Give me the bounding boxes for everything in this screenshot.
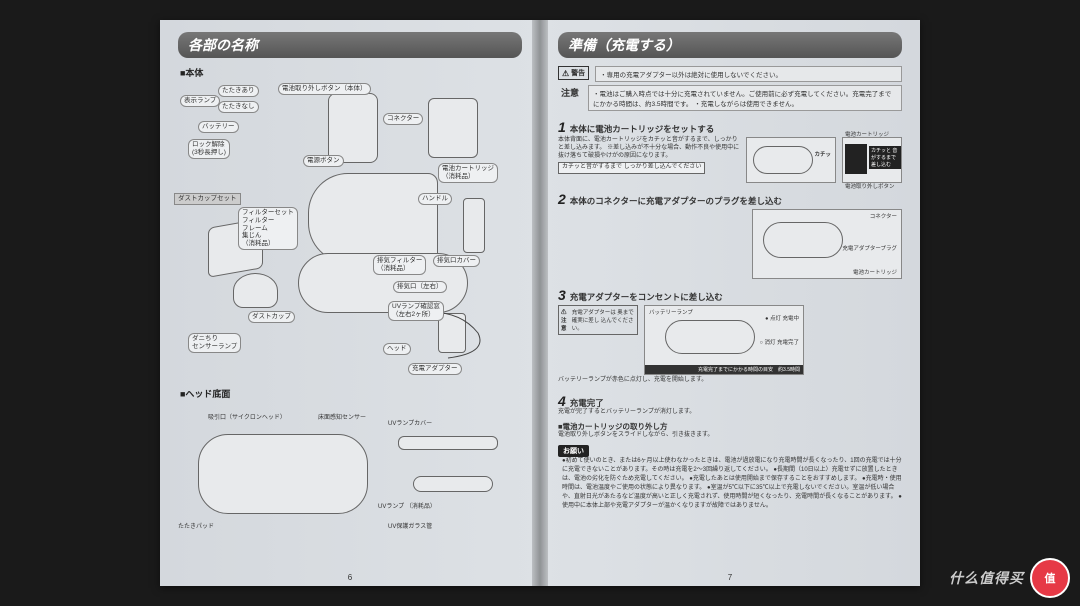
step3-caution-box: ⚠注意 充電アダプターは 奥まで確実に差し 込んでください。 bbox=[558, 305, 638, 335]
co-tataki-ari: たたきあり bbox=[218, 85, 259, 97]
right-page-num: 7 bbox=[728, 573, 732, 582]
co-dust-set: ダストカップセット bbox=[174, 193, 241, 205]
step1-title: 本体に電池カートリッジをセットする bbox=[570, 123, 715, 135]
co-connector: コネクター bbox=[383, 113, 423, 125]
manual-booklet: 各部の名称 ■本体 たたきあり たたきなし 表示ランプ バッテリー ロック解除 … bbox=[160, 20, 920, 586]
co-handle: ハンドル bbox=[418, 193, 452, 205]
caution-text: ・電池はご購入時点では十分に充電されていません。ご使用前に必ず充電してください。… bbox=[588, 85, 902, 111]
co-batt-cart: 電池カートリッジ （消耗品） bbox=[438, 163, 498, 183]
co-suction: 吸引口（サイクロンヘッド） bbox=[208, 412, 286, 421]
step-1: 1 本体に電池カートリッジをセットする 本体背面に、電池カートリッジをカチッと音… bbox=[558, 119, 902, 183]
co-battery: バッテリー bbox=[198, 121, 239, 133]
co-uv-lamp: UVランプ （消耗品） bbox=[378, 501, 436, 510]
co-tataki-nashi: たたきなし bbox=[218, 101, 259, 113]
caution-label: 注意 bbox=[558, 85, 582, 100]
watermark-text: 什么值得买 bbox=[949, 568, 1024, 588]
step4-num: 4 bbox=[558, 393, 566, 409]
warning-text: ・専用の充電アダプター以外は絶対に使用しないでください。 bbox=[595, 66, 902, 82]
co-floor-sensor: 床面感知センサー bbox=[318, 412, 366, 421]
co-lock: ロック解除 (3秒長押し) bbox=[188, 139, 230, 159]
watermark-badge: 值 bbox=[1030, 558, 1070, 598]
co-filter: フィルターセット フィルター フレーム 集じん （消耗品） bbox=[238, 207, 298, 250]
page-right: 準備（充電する） ⚠警告 ・専用の充電アダプター以外は絶対に使用しないでください… bbox=[540, 20, 920, 586]
co-adapter: 充電アダプター bbox=[408, 363, 462, 375]
section-head-bottom: ■ヘッド底面 bbox=[180, 387, 522, 400]
body-diagram: たたきあり たたきなし 表示ランプ バッテリー ロック解除 (3秒長押し) 電池… bbox=[178, 83, 522, 383]
warning-row: ⚠警告 ・専用の充電アダプター以外は絶対に使用しないでください。 bbox=[558, 66, 902, 82]
co-uv-cover: UVランプカバー bbox=[388, 418, 432, 427]
step1-fig-b: 電池カートリッジ カチッと 音がするまで 差し込む 電池取り外しボタン bbox=[842, 137, 902, 183]
co-dust-cup: ダストカップ bbox=[248, 311, 295, 323]
step1-box: カチッと音がするまで しっかり差し込んでください bbox=[558, 162, 705, 174]
co-exh-filter: 排気フィルター （消耗品） bbox=[373, 255, 426, 275]
right-title: 準備（充電する） bbox=[558, 32, 902, 58]
removal-text: 電池取り外しボタンをスライドしながら、引き抜きます。 bbox=[558, 432, 902, 440]
removal-heading: ■電池カートリッジの取り外し方 bbox=[558, 421, 902, 432]
step3-title: 充電アダプターをコンセントに差し込む bbox=[570, 291, 723, 303]
co-exh-cover: 排気口カバー bbox=[433, 255, 480, 267]
step1-num: 1 bbox=[558, 119, 566, 135]
step2-title: 本体のコネクターに充電アダプターのプラグを差し込む bbox=[570, 195, 782, 207]
step2-num: 2 bbox=[558, 191, 566, 207]
caution-row: 注意 ・電池はご購入時点では十分に充電されていません。ご使用前に必ず充電してくだ… bbox=[558, 85, 902, 111]
head-bottom-diagram: 吸引口（サイクロンヘッド） 床面感知センサー UVランプカバー UVランプ （消… bbox=[178, 406, 522, 536]
request-bullets: ●初めて使いのとき、または6ヶ月以上使わなかったときは、電池が過放電になり充電時… bbox=[562, 457, 902, 511]
co-exh-port: 排気口（左右） bbox=[393, 281, 447, 293]
warning-icon: ⚠警告 bbox=[558, 66, 589, 80]
step-4: 4 充電完了 充電が完了するとバッテリーランプが消灯します。 ■電池カートリッジ… bbox=[558, 393, 902, 440]
co-display-lamp: 表示ランプ bbox=[180, 95, 220, 107]
page-left: 各部の名称 ■本体 たたきあり たたきなし 表示ランプ バッテリー ロック解除 … bbox=[160, 20, 540, 586]
left-title: 各部の名称 bbox=[178, 32, 522, 58]
request-block: お願い ●初めて使いのとき、または6ヶ月以上使わなかったときは、電池が過放電にな… bbox=[558, 445, 902, 511]
co-power: 電源ボタン bbox=[303, 155, 344, 167]
step-2: 2 本体のコネクターに充電アダプターのプラグを差し込む コネクター 充電アダプタ… bbox=[558, 191, 902, 279]
step3-text: バッテリーランプが赤色に点灯し、充電を開始します。 bbox=[558, 377, 902, 385]
watermark: 什么值得买 值 bbox=[949, 558, 1070, 598]
co-tataki-pad: たたきパッド bbox=[178, 521, 214, 530]
co-uv-window: UVランプ確認窓 （左右2ヶ所） bbox=[388, 301, 444, 321]
step1-text: 本体背面に、電池カートリッジをカチッと音がするまで、しっかりと差し込みます。 ※… bbox=[558, 137, 740, 174]
co-head: ヘッド bbox=[383, 343, 411, 355]
step-3: 3 充電アダプターをコンセントに差し込む ⚠注意 充電アダプターは 奥まで確実に… bbox=[558, 287, 902, 385]
co-uv-glass: UV保護ガラス管 bbox=[388, 521, 432, 530]
left-page-num: 6 bbox=[348, 573, 352, 582]
step4-title: 充電完了 bbox=[570, 397, 604, 409]
step2-fig: コネクター 充電アダプタープラグ 電池カートリッジ bbox=[752, 209, 902, 279]
request-label: お願い bbox=[558, 445, 589, 457]
step3-fig: バッテリーランプ ● 点灯 充電中 ○ 消灯 充電完了 充電完了までにかかる時間… bbox=[644, 305, 804, 375]
step1-fig-a: カチッ bbox=[746, 137, 836, 183]
step3-num: 3 bbox=[558, 287, 566, 303]
section-body: ■本体 bbox=[180, 66, 522, 79]
co-batt-btn: 電池取り外しボタン（本体） bbox=[278, 83, 371, 95]
co-sensor: ダニちり センサーランプ bbox=[188, 333, 241, 353]
step4-text: 充電が完了するとバッテリーランプが消灯します。 bbox=[558, 409, 902, 417]
